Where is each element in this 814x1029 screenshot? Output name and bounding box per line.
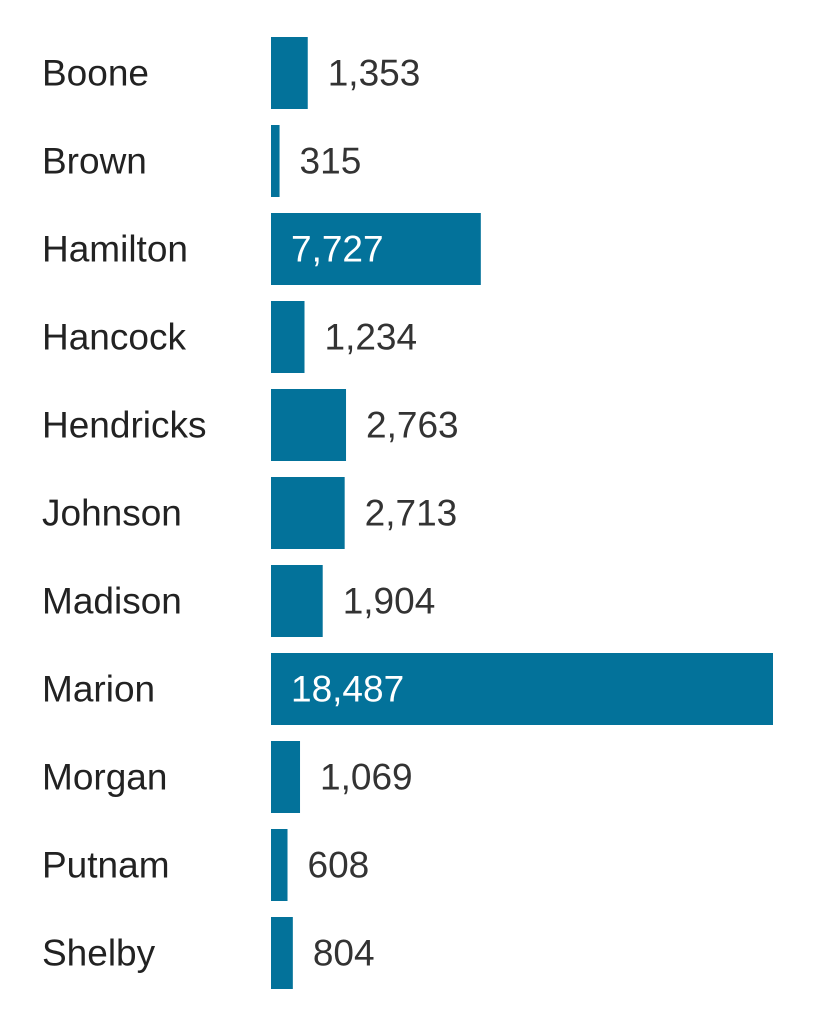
value-label: 1,234 [325,317,418,358]
category-label: Brown [42,141,147,182]
category-label: Hamilton [42,229,188,270]
value-label: 2,713 [365,493,458,534]
bar [271,565,323,637]
bar [271,37,308,109]
value-label: 1,353 [328,53,421,94]
category-label: Boone [42,53,149,94]
bar [271,917,293,989]
value-label: 1,904 [343,581,436,622]
category-label: Shelby [42,933,156,974]
category-label: Johnson [42,493,182,534]
value-label: 2,763 [366,405,459,446]
bar [271,653,773,725]
category-label: Morgan [42,757,167,798]
bar [271,741,301,813]
bar [271,301,305,373]
bar [271,829,288,901]
category-label: Hendricks [42,405,207,446]
category-label: Marion [42,669,155,710]
category-label: Putnam [42,845,170,886]
value-label: 1,069 [320,757,413,798]
category-label: Hancock [42,317,186,358]
value-label: 315 [300,141,362,182]
category-label: Madison [42,581,182,622]
value-label: 18,487 [291,669,404,710]
bar [271,477,345,549]
value-label: 7,727 [291,229,384,270]
bar [271,125,280,197]
value-label: 608 [308,845,370,886]
bar [271,213,481,285]
value-label: 804 [313,933,375,974]
bar [271,389,347,461]
